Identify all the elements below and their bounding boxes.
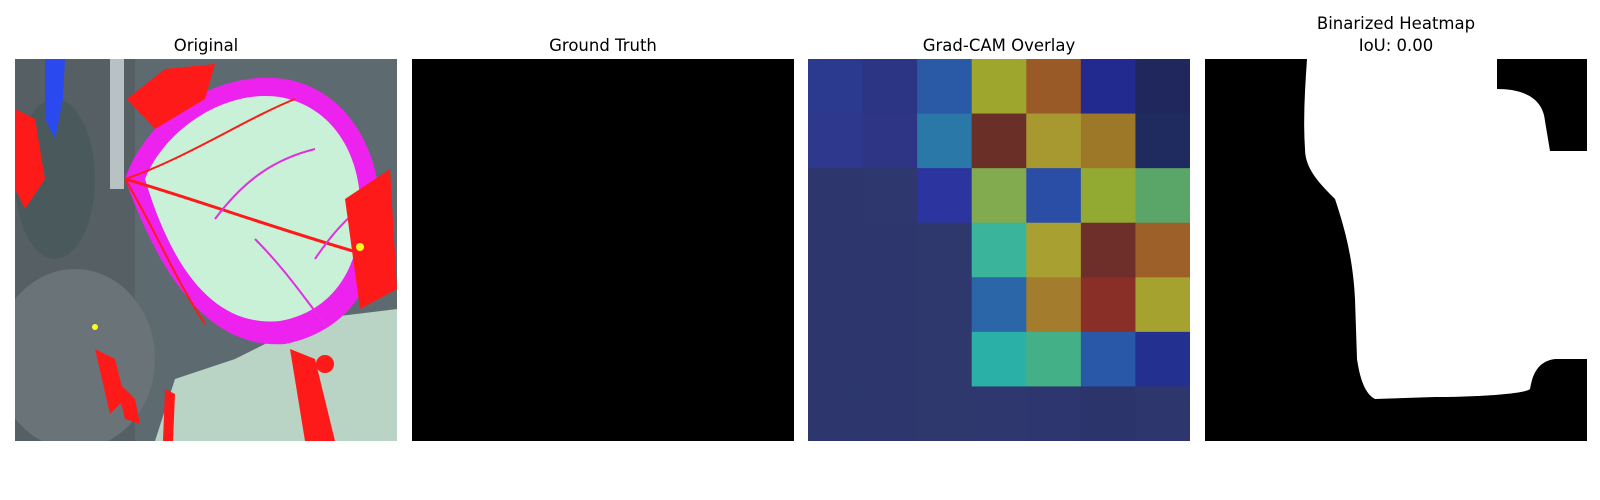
- gradcam-cell: [1080, 277, 1136, 333]
- gradcam-cell: [862, 222, 918, 278]
- gradcam-cell: [1026, 168, 1082, 224]
- gradcam-cell: [1135, 113, 1190, 169]
- gradcam-title: Grad-CAM Overlay: [922, 36, 1076, 55]
- gradcam-cell: [808, 113, 864, 169]
- gradcam-cell: [1080, 113, 1136, 169]
- gradcam-cell: [862, 168, 918, 224]
- gradcam-cell: [971, 331, 1027, 387]
- gradcam-cell: [862, 113, 918, 169]
- gradcam-cell: [862, 331, 918, 387]
- gradcam-cell: [1080, 59, 1136, 115]
- gradcam-cell: [1026, 386, 1082, 441]
- gradcam-cell: [1026, 113, 1082, 169]
- ground-truth-mask: [412, 59, 794, 441]
- original-panel: Original: [15, 0, 397, 441]
- gradcam-cell: [808, 277, 864, 333]
- gradcam-cell: [862, 277, 918, 333]
- gradcam-cell: [808, 331, 864, 387]
- gradcam-cell: [917, 386, 973, 441]
- gradcam-cell: [1135, 386, 1190, 441]
- gradcam-cell: [808, 386, 864, 441]
- gradcam-cell: [1026, 331, 1082, 387]
- gradcam-cell: [808, 168, 864, 224]
- original-title: Original: [173, 36, 239, 55]
- gradcam-cell: [808, 222, 864, 278]
- gradcam-cell: [1026, 277, 1082, 333]
- binarized-title: Binarized Heatmap: [1316, 14, 1476, 33]
- gradcam-cell: [1135, 59, 1190, 115]
- gradcam-cell: [971, 222, 1027, 278]
- gradcam-cell: [917, 168, 973, 224]
- binarized-panel: Binarized Heatmap IoU: 0.00: [1205, 0, 1587, 441]
- gradcam-cell: [1135, 222, 1190, 278]
- gradcam-cell: [1135, 331, 1190, 387]
- gradcam-cell: [917, 113, 973, 169]
- gradcam-cell: [1080, 331, 1136, 387]
- gradcam-panel: Grad-CAM Overlay: [808, 0, 1190, 441]
- gradcam-cell: [862, 59, 918, 115]
- gradcam-cell: [1080, 168, 1136, 224]
- gradcam-cell: [971, 386, 1027, 441]
- gradcam-cell: [1080, 386, 1136, 441]
- gradcam-cell: [971, 113, 1027, 169]
- gradcam-cell: [917, 277, 973, 333]
- ground-truth-title: Ground Truth: [549, 36, 657, 55]
- gradcam-cell: [917, 222, 973, 278]
- gradcam-cell: [862, 386, 918, 441]
- binarized-heatmap-image: [1205, 59, 1587, 441]
- iou-label: IoU: 0.00: [1358, 36, 1434, 55]
- gradcam-cell: [917, 331, 973, 387]
- gradcam-cell: [808, 59, 864, 115]
- gradcam-cell: [917, 59, 973, 115]
- gradcam-cell: [971, 168, 1027, 224]
- gradcam-overlay-image: [808, 59, 1190, 441]
- original-leaf-image: [15, 59, 397, 441]
- gradcam-cell: [971, 277, 1027, 333]
- ground-truth-panel: Ground Truth: [412, 0, 794, 441]
- gradcam-cell: [1026, 222, 1082, 278]
- gradcam-cell: [1135, 168, 1190, 224]
- gradcam-cell: [971, 59, 1027, 115]
- gradcam-cell: [1135, 277, 1190, 333]
- gradcam-cell: [1026, 59, 1082, 115]
- gradcam-cell: [1080, 222, 1136, 278]
